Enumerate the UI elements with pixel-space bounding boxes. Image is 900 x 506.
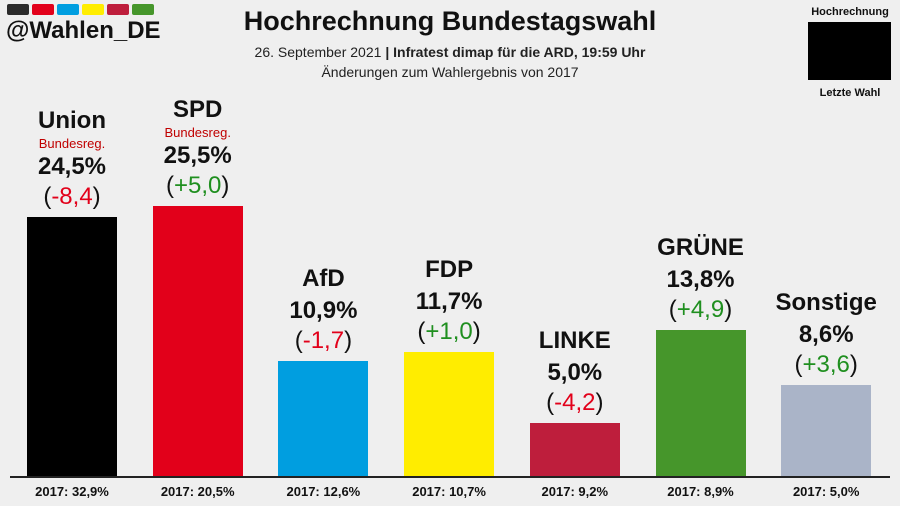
inset-box: [808, 22, 891, 80]
chart-subtitle-2: Änderungen zum Wahlergebnis von 2017: [321, 64, 579, 80]
brand-swatches: [7, 4, 154, 15]
brand-swatch: [132, 4, 154, 15]
change-label: (+5,0): [165, 172, 230, 199]
previous-result-label: 2017: 10,7%: [412, 484, 486, 499]
chart-title: Hochrechnung Bundestagswahl: [243, 6, 657, 36]
change-value: -1,7: [302, 326, 345, 354]
separator: |: [385, 44, 390, 60]
brand-swatch: [32, 4, 54, 15]
bar-grüne: [655, 329, 746, 476]
previous-result-label: 2017: 9,2%: [541, 484, 609, 499]
change-label: (-8,4): [43, 182, 101, 210]
value-label: 13,8%: [666, 265, 735, 293]
party-label: AfD: [302, 264, 345, 292]
value-label: 10,9%: [289, 296, 358, 324]
bar-union: [27, 216, 117, 476]
previous-result-label: 2017: 32,9%: [35, 484, 109, 499]
bar-linke: [529, 423, 620, 476]
baseline: [10, 476, 890, 478]
change-value: +5,0: [173, 172, 222, 199]
party-label: SPD: [173, 96, 223, 123]
change-value: +3,6: [802, 350, 850, 378]
change-value: -8,4: [51, 182, 93, 210]
party-label: Union: [38, 106, 106, 134]
bar-sonstige: [781, 384, 872, 476]
handle-label: @Wahlen_DE: [6, 17, 161, 44]
change-value: -4,2: [554, 389, 596, 417]
change-label: (-1,7): [294, 326, 353, 354]
brand-swatch: [57, 4, 79, 15]
chart-subtitle: 26. September 2021 | Infratest dimap für…: [0, 44, 900, 60]
change-value: +4,9: [676, 295, 725, 323]
bar-spd: [152, 206, 243, 476]
value-label: 8,6%: [798, 320, 854, 348]
party-label: GRÜNE: [657, 233, 744, 261]
value-label: 25,5%: [163, 142, 232, 169]
date-label: 26. September 2021: [254, 44, 382, 60]
change-label: (-4,2): [546, 389, 604, 417]
previous-result-label: 2017: 20,5%: [160, 484, 235, 499]
brand-swatch: [82, 4, 104, 15]
party-label: LINKE: [538, 327, 611, 355]
brand-swatch: [107, 4, 129, 15]
change-label: (+4,9): [668, 295, 733, 323]
change-value: +1,0: [425, 318, 473, 346]
inset-bottom-label: Letzte Wahl: [819, 87, 881, 99]
source-label: Infratest dimap für die ARD, 19:59 Uhr: [393, 44, 646, 60]
government-label: Bundesreg.: [164, 125, 231, 140]
previous-result-label: 2017: 8,9%: [667, 484, 734, 499]
party-label: FDP: [425, 256, 474, 284]
inset-top-label: Hochrechnung: [811, 6, 889, 18]
previous-result-label: 2017: 12,6%: [286, 484, 361, 499]
bar-afd: [278, 360, 369, 476]
government-label: Bundesreg.: [38, 135, 106, 151]
value-label: 11,7%: [415, 288, 483, 316]
party-label: Sonstige: [775, 288, 877, 316]
bar-fdp: [404, 352, 495, 476]
previous-result-label: 2017: 5,0%: [792, 484, 860, 499]
value-label: 24,5%: [37, 152, 107, 180]
value-label: 5,0%: [547, 359, 603, 387]
brand-swatch: [7, 4, 29, 15]
change-label: (+1,0): [417, 318, 481, 346]
change-label: (+3,6): [794, 350, 858, 378]
